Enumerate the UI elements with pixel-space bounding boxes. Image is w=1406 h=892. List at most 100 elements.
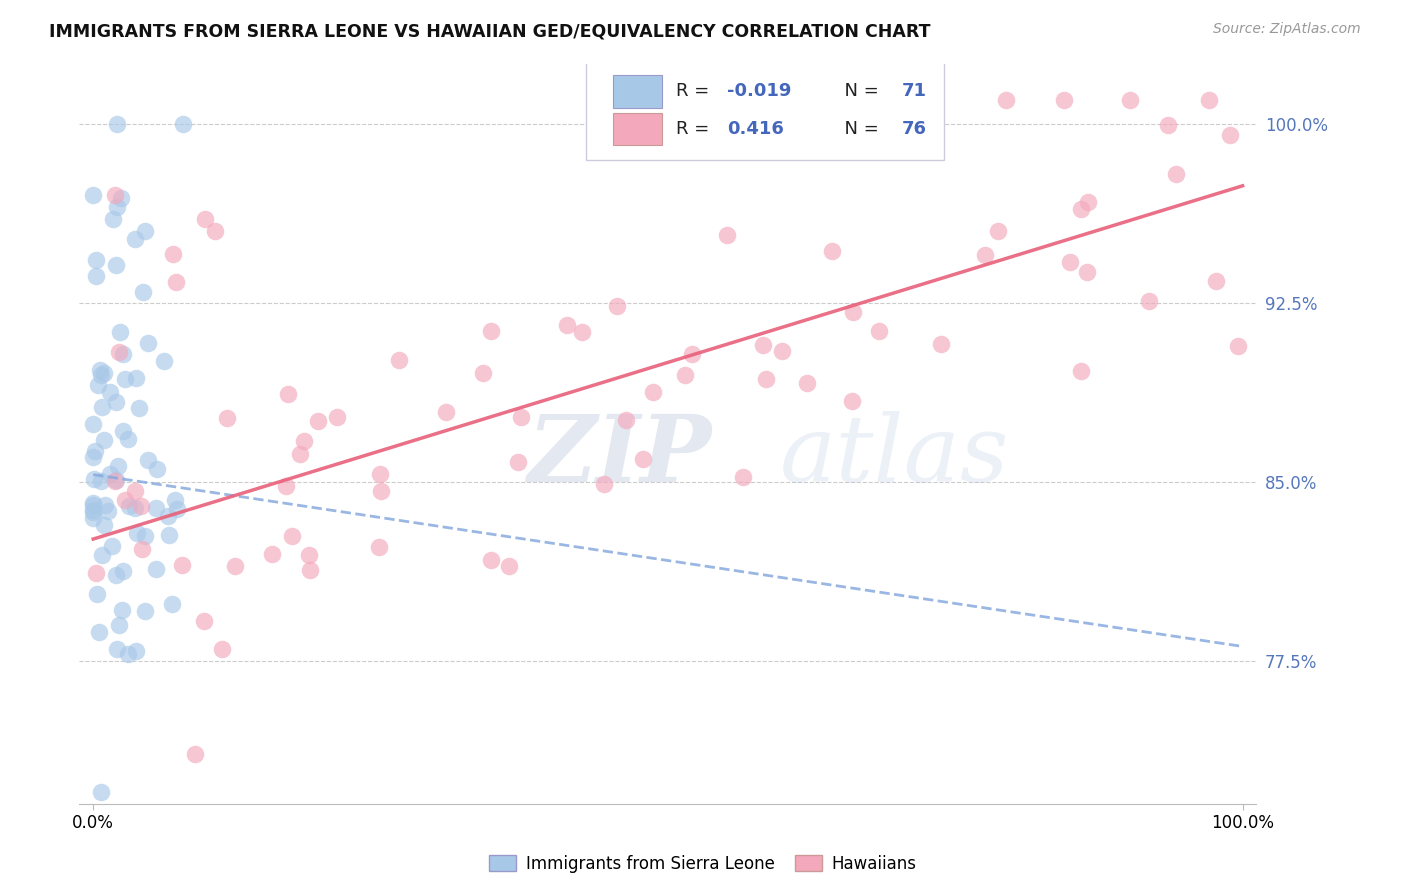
- Point: [82, 511, 104, 525]
- Text: 0.416: 0.416: [727, 120, 783, 138]
- Point: [1227, 338, 1250, 352]
- Point: [1205, 274, 1227, 288]
- Point: [472, 366, 495, 380]
- Point: [281, 529, 304, 543]
- Point: [132, 285, 155, 300]
- Point: [82, 498, 104, 512]
- Point: [105, 641, 128, 656]
- Point: [93, 498, 115, 512]
- Point: [1164, 167, 1187, 181]
- Text: N =: N =: [832, 120, 884, 138]
- Point: [108, 345, 131, 359]
- Point: [124, 232, 146, 246]
- Point: [105, 567, 128, 582]
- Point: [89, 363, 111, 377]
- Point: [90, 785, 112, 799]
- Point: [82, 450, 104, 465]
- Text: ZIP: ZIP: [527, 411, 711, 501]
- Point: [82, 496, 104, 510]
- Point: [114, 492, 136, 507]
- Point: [134, 529, 156, 543]
- Point: [987, 224, 1010, 238]
- Point: [101, 212, 124, 227]
- Point: [716, 227, 738, 242]
- Point: [101, 539, 124, 553]
- Point: [111, 603, 134, 617]
- Point: [82, 503, 104, 517]
- Point: [107, 618, 129, 632]
- Point: [326, 409, 349, 424]
- Text: -0.019: -0.019: [727, 82, 792, 101]
- FancyBboxPatch shape: [585, 61, 945, 161]
- Point: [124, 483, 146, 498]
- Point: [105, 473, 128, 487]
- Point: [124, 500, 146, 515]
- Point: [86, 378, 108, 392]
- Point: [752, 338, 775, 352]
- Point: [90, 475, 112, 489]
- Text: R =: R =: [676, 82, 716, 101]
- Point: [110, 191, 132, 205]
- Point: [117, 432, 139, 446]
- Point: [260, 547, 283, 561]
- Point: [82, 188, 104, 202]
- Point: [83, 472, 105, 486]
- Point: [1156, 118, 1178, 132]
- Point: [89, 368, 111, 383]
- Text: N =: N =: [832, 82, 884, 101]
- Text: Source: ZipAtlas.com: Source: ZipAtlas.com: [1213, 22, 1361, 37]
- Point: [118, 499, 141, 513]
- Point: [755, 372, 778, 386]
- Point: [508, 455, 530, 469]
- Point: [224, 558, 246, 573]
- Point: [592, 476, 614, 491]
- Point: [1052, 93, 1074, 107]
- Point: [1119, 93, 1142, 107]
- Point: [277, 387, 299, 401]
- Point: [136, 336, 159, 351]
- Text: 76: 76: [903, 120, 927, 138]
- Legend: Immigrants from Sierra Leone, Hawaiians: Immigrants from Sierra Leone, Hawaiians: [482, 848, 924, 880]
- Point: [91, 548, 114, 562]
- Point: [606, 299, 628, 313]
- Point: [114, 372, 136, 386]
- Point: [97, 503, 120, 517]
- Point: [125, 370, 148, 384]
- Point: [111, 347, 134, 361]
- Point: [298, 563, 321, 577]
- Point: [183, 747, 205, 762]
- Point: [166, 501, 188, 516]
- Point: [157, 528, 180, 542]
- Point: [1076, 265, 1098, 279]
- Point: [641, 384, 664, 399]
- Point: [128, 401, 150, 415]
- Point: [82, 417, 104, 431]
- Point: [93, 433, 115, 447]
- FancyBboxPatch shape: [613, 113, 662, 145]
- Point: [292, 434, 315, 449]
- Point: [129, 499, 152, 513]
- Text: R =: R =: [676, 120, 721, 138]
- Point: [368, 467, 391, 481]
- Point: [434, 405, 457, 419]
- Point: [841, 305, 863, 319]
- Point: [86, 268, 108, 283]
- Point: [160, 597, 183, 611]
- Point: [841, 394, 863, 409]
- Point: [84, 253, 107, 268]
- Point: [105, 117, 128, 131]
- Point: [104, 395, 127, 409]
- Point: [370, 484, 392, 499]
- Point: [571, 325, 593, 339]
- Point: [107, 459, 129, 474]
- Text: 71: 71: [903, 82, 927, 101]
- Point: [162, 247, 184, 261]
- Point: [368, 540, 391, 554]
- Point: [131, 541, 153, 556]
- Point: [134, 603, 156, 617]
- Point: [498, 559, 520, 574]
- Point: [1077, 194, 1099, 209]
- Point: [93, 518, 115, 533]
- Point: [193, 614, 215, 628]
- Point: [112, 564, 135, 578]
